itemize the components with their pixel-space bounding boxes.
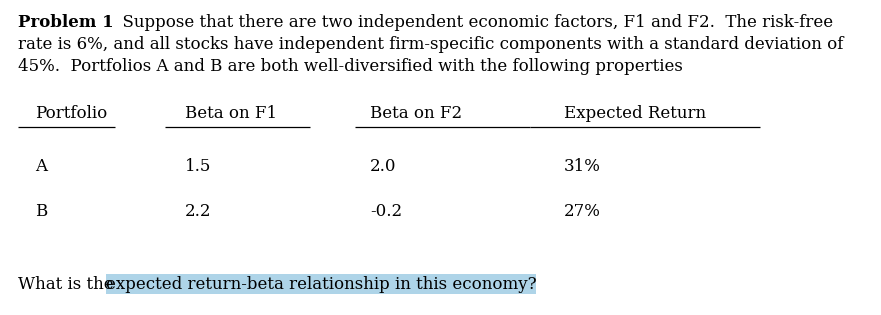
- Text: rate is 6%, and all stocks have independent firm-specific components with a stan: rate is 6%, and all stocks have independ…: [18, 36, 843, 53]
- Text: .     Suppose that there are two independent economic factors, F1 and F2.  The r: . Suppose that there are two independent…: [91, 14, 833, 31]
- Bar: [106, 274, 536, 294]
- Text: A: A: [35, 158, 48, 175]
- Text: Beta on F1: Beta on F1: [185, 105, 278, 122]
- Text: 1.5: 1.5: [185, 158, 211, 175]
- Text: expected return-beta relationship in this economy?: expected return-beta relationship in thi…: [106, 276, 537, 293]
- Text: Beta on F2: Beta on F2: [370, 105, 463, 122]
- Text: Problem 1: Problem 1: [18, 14, 114, 31]
- Text: 45%.  Portfolios A and B are both well-diversified with the following properties: 45%. Portfolios A and B are both well-di…: [18, 58, 683, 75]
- Text: What is the: What is the: [18, 276, 119, 293]
- Text: B: B: [35, 203, 48, 220]
- Text: 27%: 27%: [564, 203, 601, 220]
- Text: Portfolio: Portfolio: [35, 105, 107, 122]
- Text: 2.2: 2.2: [185, 203, 211, 220]
- Text: 2.0: 2.0: [370, 158, 396, 175]
- Text: Expected Return: Expected Return: [564, 105, 706, 122]
- Text: -0.2: -0.2: [370, 203, 402, 220]
- Text: 31%: 31%: [564, 158, 601, 175]
